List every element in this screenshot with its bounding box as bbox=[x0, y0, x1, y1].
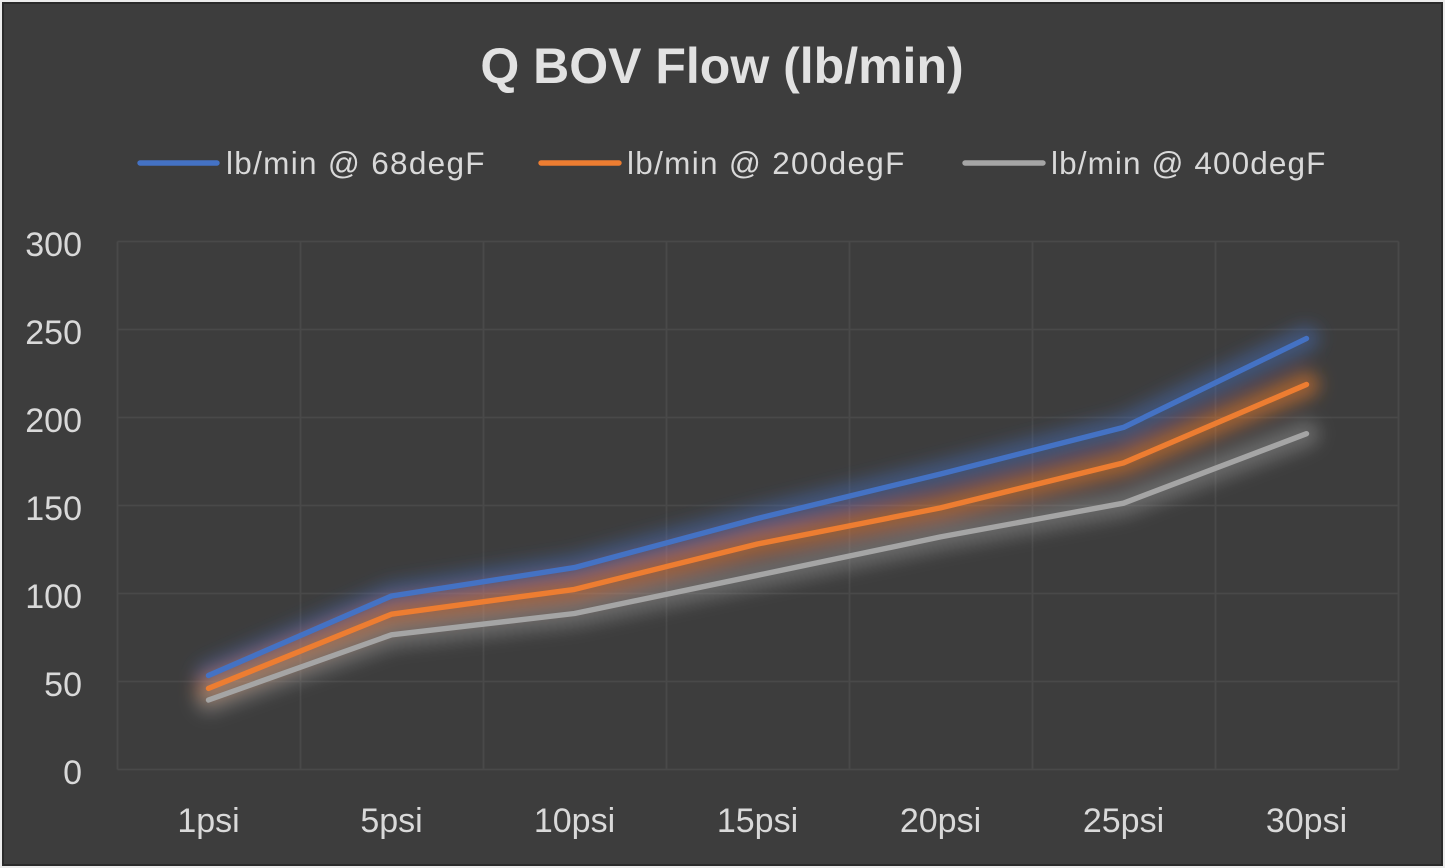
svg-text:100: 100 bbox=[25, 578, 82, 616]
svg-text:0: 0 bbox=[63, 754, 82, 792]
svg-text:10psi: 10psi bbox=[534, 802, 615, 840]
svg-text:50: 50 bbox=[44, 666, 82, 704]
svg-text:30psi: 30psi bbox=[1266, 802, 1347, 840]
svg-text:Q BOV Flow (lb/min): Q BOV Flow (lb/min) bbox=[480, 38, 963, 94]
svg-text:1psi: 1psi bbox=[177, 802, 239, 840]
svg-text:15psi: 15psi bbox=[717, 802, 798, 840]
svg-text:300: 300 bbox=[25, 226, 82, 264]
svg-text:25psi: 25psi bbox=[1083, 802, 1164, 840]
svg-text:lb/min @ 200degF: lb/min @ 200degF bbox=[627, 145, 906, 181]
svg-text:20psi: 20psi bbox=[900, 802, 981, 840]
svg-text:lb/min @ 400degF: lb/min @ 400degF bbox=[1051, 145, 1326, 181]
svg-text:150: 150 bbox=[25, 490, 82, 528]
svg-text:5psi: 5psi bbox=[360, 802, 422, 840]
svg-text:lb/min @ 68degF: lb/min @ 68degF bbox=[226, 145, 486, 181]
svg-text:250: 250 bbox=[25, 314, 82, 352]
svg-text:200: 200 bbox=[25, 402, 82, 440]
